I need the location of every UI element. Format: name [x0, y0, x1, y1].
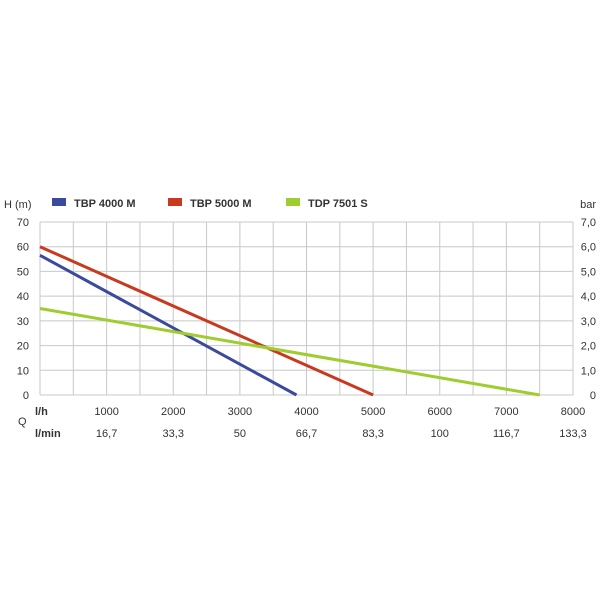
grid [39, 221, 574, 396]
x-tick-label-lh: 8000 [561, 406, 585, 418]
left-tick-label: 10 [17, 365, 29, 377]
series-lines [39, 245, 540, 397]
x-tick-label-lh: 7000 [494, 406, 518, 418]
right-axis-label: bar [580, 199, 596, 211]
right-tick-label: 4,0 [581, 291, 596, 303]
x-tick-label-lmin: 33,3 [163, 428, 184, 440]
legend: TBP 4000 M TBP 5000 M TDP 7501 S [52, 198, 368, 210]
x-tick-label-lh: 1000 [94, 406, 118, 418]
x-tick-label-lh: 6000 [428, 406, 452, 418]
right-tick-label: 2,0 [581, 341, 596, 353]
right-tick-label: 5,0 [581, 266, 596, 278]
right-tick-label: 7,0 [581, 217, 596, 229]
q-label: Q [18, 416, 27, 428]
x-tick-label-lmin: 50 [234, 428, 246, 440]
series-line [39, 307, 540, 397]
left-tick-label: 20 [17, 341, 29, 353]
left-axis-label: H (m) [4, 199, 32, 211]
left-tick-label: 60 [17, 242, 29, 254]
legend-label: TBP 5000 M [190, 198, 252, 210]
legend-swatch [168, 198, 182, 206]
right-tick-label: 6,0 [581, 242, 596, 254]
x-row2-label: l/min [35, 428, 61, 440]
left-tick-label: 30 [17, 316, 29, 328]
right-tick-label: 3,0 [581, 316, 596, 328]
left-tick-label: 50 [17, 266, 29, 278]
left-tick-label: 70 [17, 217, 29, 229]
x-axis: l/h Q l/min 1000 2000 3000 4000 5000 6000 7000… [18, 406, 587, 440]
right-tick-label: 0 [590, 390, 596, 402]
legend-label: TBP 4000 M [74, 198, 136, 210]
series-line [39, 254, 298, 397]
left-axis: H (m) 0 10 20 30 40 50 60 70 [4, 199, 32, 402]
x-tick-label-lmin: 133,3 [559, 428, 587, 440]
legend-swatch [286, 198, 300, 206]
legend-swatch [52, 198, 66, 206]
x-tick-label-lmin: 116,7 [493, 428, 520, 440]
x-tick-label-lmin: 16,7 [96, 428, 117, 440]
left-tick-label: 0 [23, 390, 29, 402]
right-tick-label: 1,0 [581, 365, 596, 377]
x-tick-label-lmin: 66,7 [296, 428, 317, 440]
series-line [39, 245, 374, 397]
left-tick-label: 40 [17, 291, 29, 303]
legend-label: TDP 7501 S [308, 198, 368, 210]
x-tick-label-lmin: 100 [431, 428, 449, 440]
x-tick-label-lh: 5000 [361, 406, 385, 418]
x-row1-label: l/h [35, 406, 48, 418]
x-tick-label-lh: 4000 [294, 406, 318, 418]
right-axis: bar 0 1,0 2,0 3,0 4,0 5,0 6,0 7,0 [580, 199, 596, 402]
x-tick-label-lh: 2000 [161, 406, 185, 418]
x-tick-label-lh: 3000 [228, 406, 252, 418]
x-tick-label-lmin: 83,3 [362, 428, 383, 440]
